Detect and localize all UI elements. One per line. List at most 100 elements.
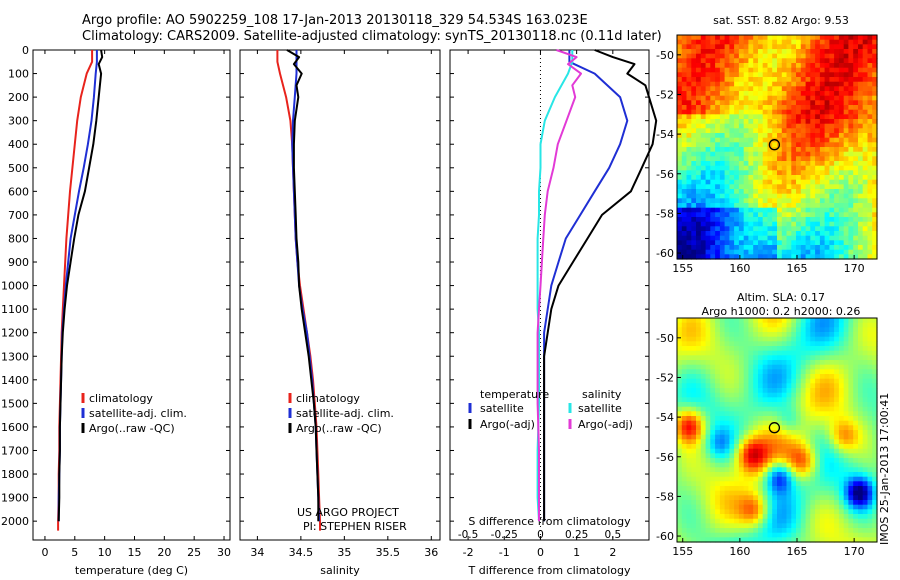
map-cell xyxy=(734,72,740,78)
map-cell xyxy=(705,235,711,241)
map-cell xyxy=(772,467,778,473)
map-cell xyxy=(824,67,830,73)
map-cell xyxy=(838,249,845,255)
map-cell xyxy=(777,44,783,50)
map-cell xyxy=(867,58,873,64)
map-cell xyxy=(791,212,797,218)
map-cell xyxy=(686,170,692,176)
map-cell xyxy=(686,397,692,403)
map-cell xyxy=(700,504,707,510)
map-cell xyxy=(824,198,830,204)
map-cell xyxy=(686,245,692,251)
map-cell xyxy=(710,77,716,83)
map-cell xyxy=(843,360,850,366)
map-cell xyxy=(858,374,864,380)
map-cell xyxy=(691,128,697,134)
map-cell xyxy=(767,128,773,134)
map-cell xyxy=(677,231,683,237)
map-cell xyxy=(681,207,688,213)
map-cell xyxy=(705,327,711,333)
map-cell xyxy=(738,207,745,213)
map-cell xyxy=(815,86,821,92)
map-cell xyxy=(862,39,869,45)
map-cell xyxy=(834,378,840,384)
map-cell xyxy=(829,388,835,394)
map-cell xyxy=(796,332,802,338)
map-cell xyxy=(810,240,816,246)
map-cell xyxy=(824,249,830,255)
map-cell xyxy=(734,77,740,83)
x-tick-label: 35 xyxy=(337,546,351,559)
map-cell xyxy=(786,430,792,436)
map-cell xyxy=(791,170,797,176)
map-cell xyxy=(829,170,835,176)
map-cell xyxy=(762,212,769,218)
map-cell xyxy=(786,509,792,515)
map-cell xyxy=(781,86,788,92)
map-cell xyxy=(715,67,721,73)
map-cell xyxy=(824,318,830,324)
map-cell xyxy=(810,341,816,347)
map-cell xyxy=(772,518,778,524)
map-cell xyxy=(810,416,816,422)
map-cell xyxy=(796,453,802,459)
map-cell xyxy=(805,392,811,398)
map-cell xyxy=(810,212,816,218)
map-cell xyxy=(834,86,840,92)
map-cell xyxy=(738,114,745,120)
map-cell xyxy=(796,221,802,227)
map-cell xyxy=(715,378,721,384)
map-cell xyxy=(758,402,764,408)
map-cell xyxy=(719,207,726,213)
map-cell xyxy=(748,518,754,524)
map-cell xyxy=(748,249,754,255)
map-cell xyxy=(738,504,745,510)
map-cell xyxy=(681,91,688,97)
map-cell xyxy=(729,514,735,520)
map-cell xyxy=(758,86,764,92)
map-cell xyxy=(858,170,864,176)
map-cell xyxy=(686,142,692,148)
map-cell xyxy=(734,467,740,473)
map-cell xyxy=(753,537,759,543)
map-cell xyxy=(696,81,702,87)
map-cell xyxy=(796,406,802,412)
map-cell xyxy=(862,67,869,73)
map-cell xyxy=(758,490,764,496)
map-cell xyxy=(767,490,773,496)
map-cell xyxy=(762,207,769,213)
map-cell xyxy=(858,346,864,352)
map-cell xyxy=(838,523,845,529)
map-cell xyxy=(700,369,707,375)
map-cell xyxy=(786,537,792,543)
map-cell xyxy=(705,91,711,97)
map-cell xyxy=(853,481,859,487)
map-x-tick-label: 160 xyxy=(729,545,750,558)
map-cell xyxy=(715,411,721,417)
map-cell xyxy=(786,439,792,445)
map-cell xyxy=(738,137,745,143)
map-cell xyxy=(753,490,759,496)
map-cell xyxy=(800,156,807,162)
map-cell xyxy=(824,355,830,361)
y-tick-label: 800 xyxy=(8,232,29,245)
annotation-line-2: PI: STEPHEN RISER xyxy=(303,520,407,533)
map-cell xyxy=(810,133,816,139)
map-cell xyxy=(700,72,707,78)
map-cell xyxy=(838,217,845,223)
map-cell xyxy=(834,402,840,408)
map-cell xyxy=(696,336,702,342)
map-cell xyxy=(681,249,688,255)
map-cell xyxy=(767,495,773,501)
map-cell xyxy=(824,207,830,213)
map-cell xyxy=(834,448,840,454)
map-cell xyxy=(810,472,816,478)
map-cell xyxy=(791,523,797,529)
map-cell xyxy=(700,532,707,538)
map-cell xyxy=(724,151,730,157)
map-cell xyxy=(872,392,878,398)
map-cell xyxy=(734,476,740,482)
map-cell xyxy=(867,95,873,101)
sla-map-title-1: Altim. SLA: 0.17 xyxy=(736,291,826,304)
map-cell xyxy=(815,490,821,496)
